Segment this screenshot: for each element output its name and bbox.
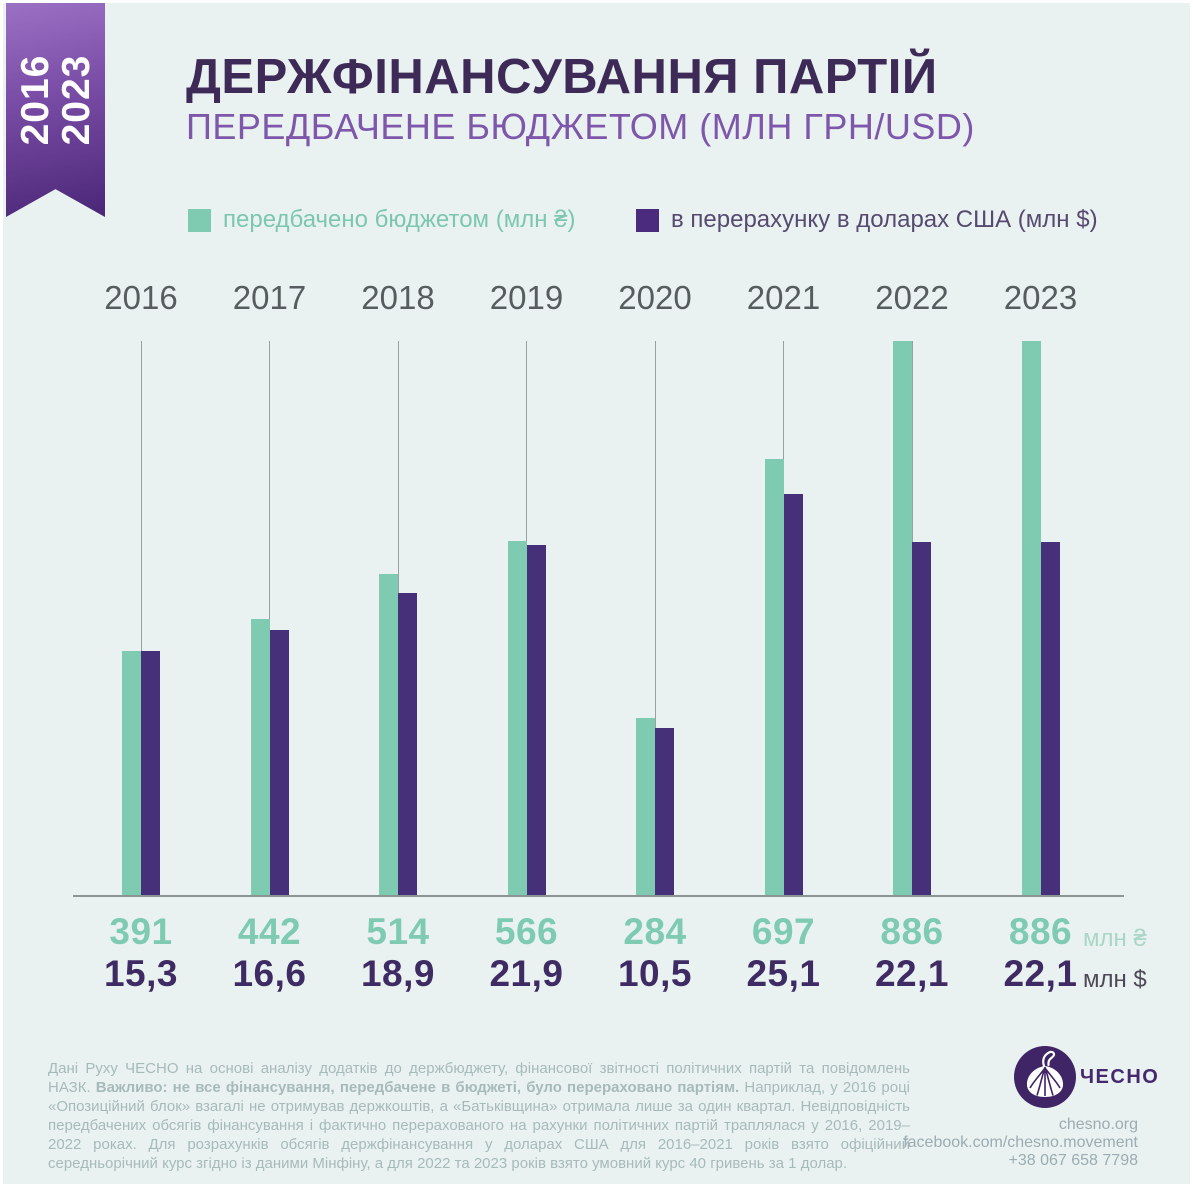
website-link[interactable]: chesno.org (1058, 1116, 1138, 1133)
year-label-2019: 2019 (489, 279, 564, 316)
legend-item-budget-hrn: передбачено бюджетом (млн ₴) (188, 206, 575, 234)
footnote-text-2: Наприклад, у 2016 році «Опозиційний блок… (48, 1079, 911, 1172)
unit-label-usd: млн $ (1083, 966, 1147, 993)
phone-number: +38 067 658 7798 (1008, 1152, 1138, 1169)
value-label-hrn-2021: 697 (751, 911, 816, 952)
value-label-usd-2021: 25,1 (746, 953, 821, 994)
legend-swatch-hrn (188, 208, 211, 232)
garlic-logo-icon (1014, 1046, 1076, 1108)
column-guide-line-2017 (269, 341, 270, 896)
year-range-ribbon: 2016 2023 (6, 3, 105, 217)
bar-budget-hrn-2017 (250, 619, 270, 896)
column-guide-line-2020 (654, 341, 656, 896)
bar-usd-2021 (783, 494, 803, 896)
year-label-2020: 2020 (618, 279, 692, 316)
year-label-2017: 2017 (232, 279, 307, 316)
chesno-logo (1014, 1046, 1076, 1108)
bar-budget-hrn-2016 (122, 651, 141, 896)
bar-usd-2023 (1040, 542, 1060, 896)
year-label-2022: 2022 (875, 279, 949, 316)
bar-usd-2018 (398, 593, 417, 896)
brand-wordmark: ЧЕСНО (1080, 1066, 1160, 1088)
column-guide-line-2016 (140, 341, 142, 896)
bar-budget-hrn-2022 (893, 341, 912, 896)
value-label-usd-2017: 16,6 (232, 953, 307, 994)
value-label-usd-2020: 10,5 (617, 953, 692, 994)
value-label-hrn-2018: 514 (366, 911, 430, 952)
value-label-usd-2023: 22,1 (1003, 953, 1078, 994)
bar-usd-2020 (655, 727, 674, 896)
bar-usd-2019 (526, 545, 546, 896)
value-label-hrn-2017: 442 (237, 911, 302, 952)
bar-usd-2022 (912, 542, 931, 896)
value-label-usd-2018: 18,9 (360, 953, 435, 994)
value-label-usd-2022: 22,1 (874, 953, 949, 994)
value-label-hrn-2022: 886 (880, 911, 944, 952)
year-label-2018: 2018 (361, 279, 435, 316)
value-label-hrn-2016: 391 (109, 911, 173, 952)
legend-label-usd: в перерахунку в доларах США (млн $) (671, 206, 1098, 233)
bar-budget-hrn-2020 (636, 718, 655, 896)
value-label-hrn-2023: 886 (1008, 911, 1073, 952)
year-label-2016: 2016 (104, 279, 178, 316)
legend-label-hrn: передбачено бюджетом (млн ₴) (223, 206, 576, 233)
value-label-usd-2019: 21,9 (489, 953, 564, 994)
x-axis-baseline (73, 895, 1124, 897)
year-label-2021: 2021 (746, 279, 821, 316)
year-label-2023: 2023 (1003, 279, 1078, 316)
value-label-hrn-2019: 566 (494, 911, 559, 952)
contact-info: chesno.org facebook.com/chesno.movement … (903, 1116, 1138, 1170)
footnote: Дані Руху ЧЕСНО на основі аналізу додатк… (48, 1059, 910, 1173)
bar-budget-hrn-2021 (764, 459, 784, 896)
page-title: ДЕРЖФІНАНСУВАННЯ ПАРТІЙ (186, 50, 938, 104)
footnote-bold-text: Важливо: не все фінансування, передбачен… (95, 1079, 740, 1096)
bar-usd-2017 (269, 630, 289, 896)
legend-item-usd: в перерахунку в доларах США (млн $) (636, 206, 1098, 234)
plot-area: 2016 391 15,3 2017 442 16,6 2018 514 18,9 2019 566… (3, 3, 1190, 1184)
footnote-text-1: Дані Руху ЧЕСНО на основі аналізу додатк… (48, 1060, 910, 1096)
unit-label-hrn: млн ₴ (1083, 925, 1147, 952)
bar-budget-hrn-2018 (379, 574, 398, 896)
bar-budget-hrn-2019 (507, 541, 527, 896)
value-label-usd-2016: 15,3 (103, 953, 178, 994)
page-subtitle: ПЕРЕДБАЧЕНЕ БЮДЖЕТОМ (МЛН ГРН/USD) (186, 106, 975, 147)
value-label-hrn-2020: 284 (623, 911, 687, 952)
bar-usd-2016 (141, 651, 160, 896)
bar-budget-hrn-2023 (1021, 341, 1041, 896)
legend-swatch-usd (636, 208, 659, 232)
facebook-link[interactable]: facebook.com/chesno.movement (903, 1134, 1138, 1151)
